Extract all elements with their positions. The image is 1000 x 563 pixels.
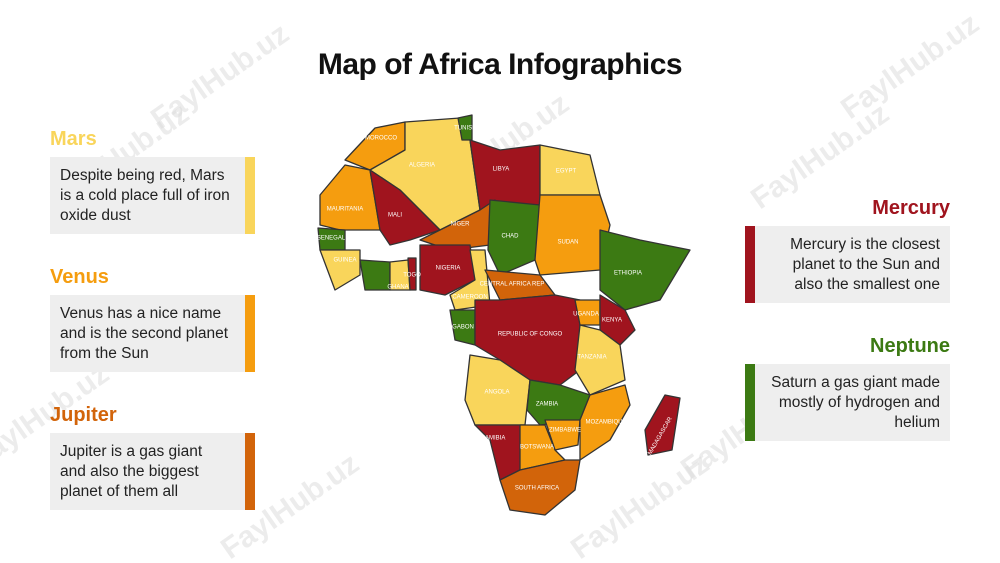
country [369, 169, 441, 246]
countries [317, 114, 691, 516]
country-label: GHANA [387, 285, 408, 291]
card-text: Mercury is the closest planet to the Sun… [745, 226, 950, 303]
card-title: Mars [50, 128, 97, 150]
accent-bar [245, 157, 255, 234]
country-label: NIGERIA [436, 266, 461, 272]
country [574, 324, 626, 396]
country-label: SOUTH AFRICA [515, 486, 559, 492]
card-title: Mercury [872, 197, 950, 219]
country [359, 259, 391, 291]
info-card: Jupiter Jupiter is a gas giant and also t… [50, 404, 255, 510]
info-card: Mars Despite being red, Mars is a cold pl… [50, 128, 255, 234]
country-label: ZIMBABWE [549, 428, 581, 434]
country [407, 257, 417, 291]
country-label: TANZANIA [577, 355, 606, 361]
card-title: Jupiter [50, 404, 117, 426]
info-card: Mercury Mercury is the closest planet to … [745, 197, 950, 303]
country-label: GUINEA [333, 258, 356, 264]
card-text: Despite being red, Mars is a cold place … [50, 157, 255, 234]
card-text: Jupiter is a gas giant and also the bigg… [50, 433, 255, 510]
country-label: REPUBLIC OF CONGO [498, 332, 563, 338]
card-text: Venus has a nice name and is the second … [50, 295, 255, 372]
accent-bar [245, 295, 255, 372]
country-label: TUNISIA [454, 126, 478, 132]
country-label: ANGOLA [484, 390, 509, 396]
country-label: CAMEROON [452, 295, 487, 301]
country [599, 229, 691, 311]
country [599, 294, 636, 346]
country [469, 139, 541, 211]
card-text: Saturn a gas giant made mostly of hydrog… [745, 364, 950, 441]
country-label: MAURITANIA [327, 207, 364, 213]
country-label: ALGERIA [409, 163, 435, 169]
country-label: GABON [452, 325, 474, 331]
country-label: KENYA [602, 318, 622, 324]
country-label: MALI [388, 213, 402, 219]
slide-title: Map of Africa Infographics [317, 48, 683, 81]
country [474, 294, 581, 386]
accent-bar [745, 364, 755, 441]
country [499, 459, 581, 516]
country-label: CHAD [501, 234, 519, 240]
country-label: NAMIBIA [481, 436, 506, 442]
country-label: EGYPT [556, 169, 577, 175]
country-label: CENTRAL AFRICA REP [480, 282, 545, 288]
country-label: SUDAN [557, 240, 578, 246]
country-label: ETHIOPIA [614, 271, 642, 277]
country-label: LIBYA [493, 167, 510, 173]
country-label: MOZAMBIQUE [585, 420, 626, 426]
country [319, 249, 361, 291]
country-label: MOROCCO [365, 136, 397, 142]
card-title: Venus [50, 266, 109, 288]
accent-bar [245, 433, 255, 510]
country [487, 199, 541, 276]
country [644, 394, 681, 456]
info-card: Venus Venus has a nice name and is the se… [50, 266, 255, 372]
country-label: BOTSWANA [520, 445, 554, 451]
country-label: TOGO [403, 273, 421, 279]
country-label: ZAMBIA [536, 402, 558, 408]
info-card: Neptune Saturn a gas giant made mostly of… [745, 335, 950, 441]
country-label: UGANDA [573, 312, 599, 318]
country [519, 424, 566, 471]
country [419, 244, 476, 296]
country [534, 194, 611, 276]
accent-bar [745, 226, 755, 303]
country [579, 384, 631, 461]
country-label: NIGER [450, 222, 470, 228]
country-label: SENEGAL [317, 236, 346, 242]
card-title: Neptune [870, 335, 950, 357]
